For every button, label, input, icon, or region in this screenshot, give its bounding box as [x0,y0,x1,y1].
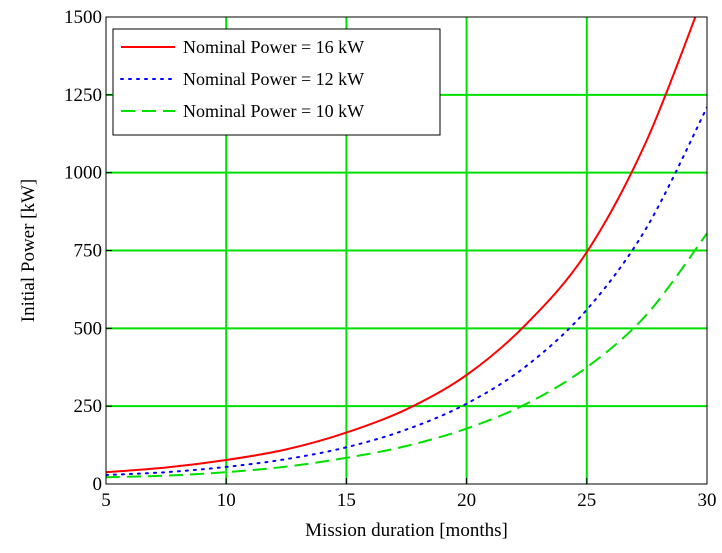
y-tick-label: 1000 [64,163,102,184]
y-tick-label: 750 [74,241,103,262]
series-line-2 [106,106,707,476]
x-tick-label: 5 [101,490,111,511]
legend: Nominal Power = 16 kW Nominal Power = 12 … [112,28,441,136]
x-tick-label: 25 [577,490,596,511]
x-axis-title: Mission duration [months] [305,520,508,541]
legend-label: Nominal Power = 10 kW [183,101,364,121]
series-line-3 [106,232,707,479]
y-tick-label: 0 [93,474,103,495]
x-tick-label: 15 [337,490,356,511]
legend-item: Nominal Power = 16 kW [121,37,364,57]
x-tick-label: 30 [698,490,717,511]
axis-ticks: 5 10 15 20 25 30 0 250 500 750 1000 1250 1500 [64,7,717,511]
y-tick-label: 250 [74,396,103,417]
legend-item: Nominal Power = 10 kW [121,101,364,121]
y-tick-label: 1500 [64,7,102,28]
x-tick-label: 10 [217,490,236,511]
legend-items: Nominal Power = 16 kW Nominal Power = 12 … [120,37,364,121]
x-tick-label: 20 [457,490,476,511]
series-line-1 [106,17,697,474]
legend-item: Nominal Power = 12 kW [120,69,364,89]
y-tick-label: 1250 [64,85,102,106]
legend-label: Nominal Power = 12 kW [183,69,364,89]
series-lines [106,17,707,479]
y-tick-label: 500 [74,318,103,339]
y-axis-title: Initial Power [kW] [18,179,39,323]
legend-label: Nominal Power = 16 kW [183,37,364,57]
